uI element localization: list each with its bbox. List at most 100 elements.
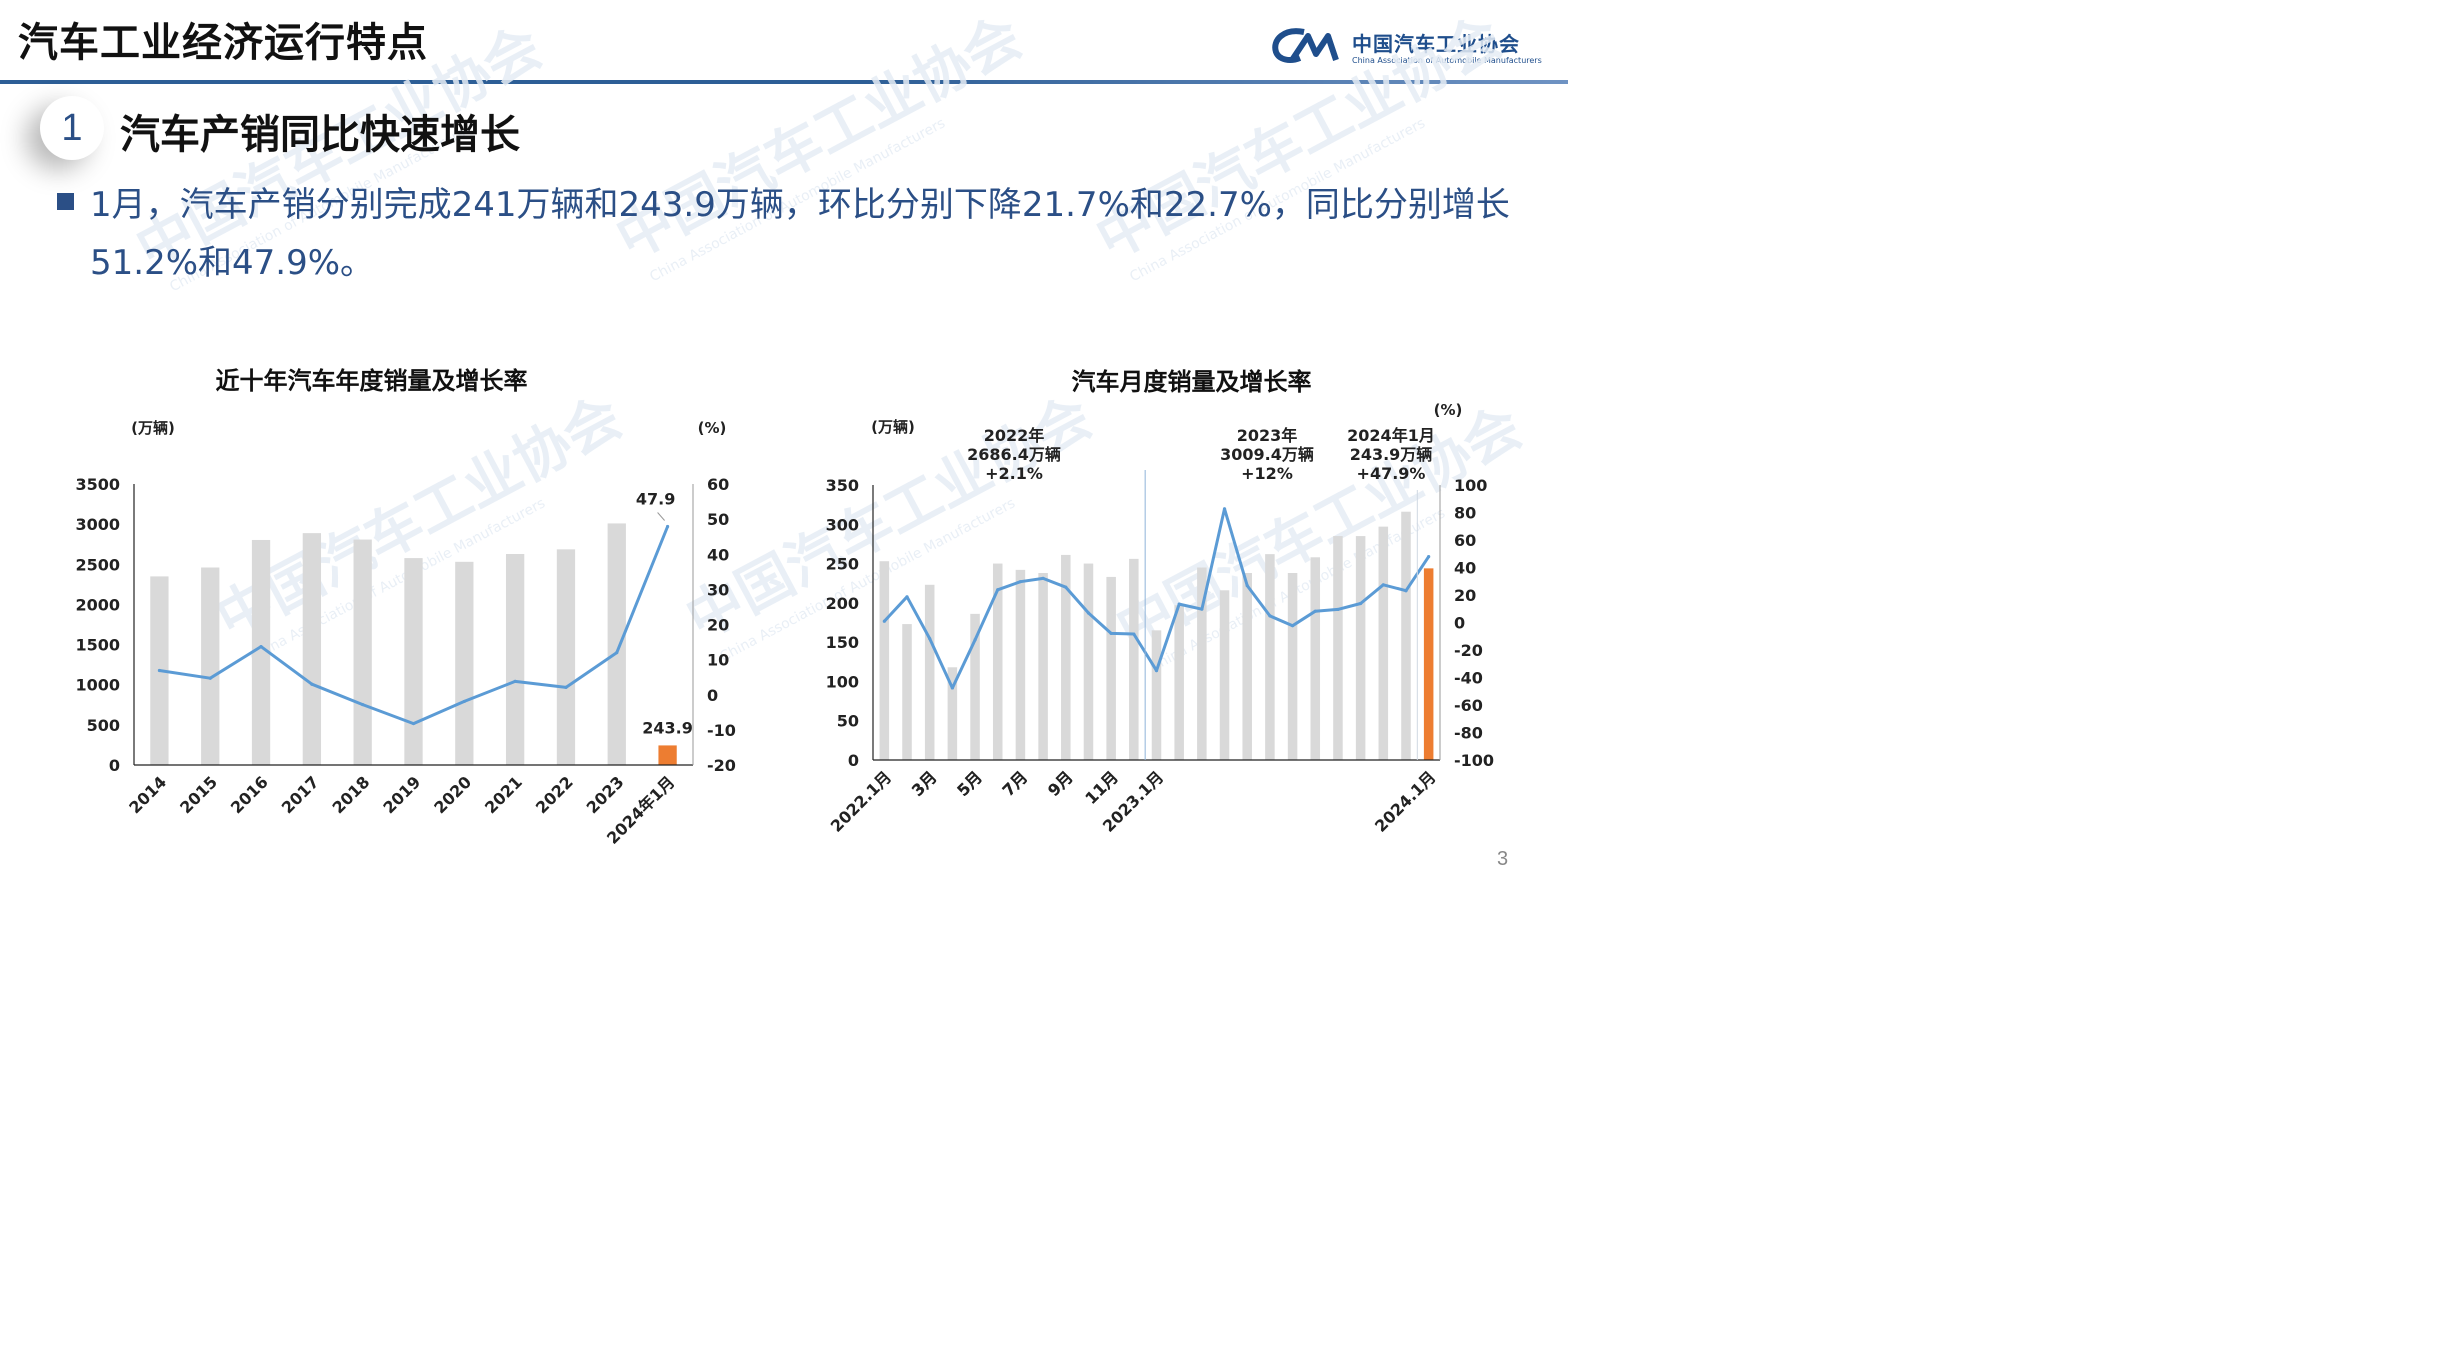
- bar: [556, 549, 576, 765]
- growth-rate-point: [996, 588, 1000, 592]
- right-axis-tick-label: -80: [1454, 724, 1483, 743]
- left-axis-tick-label: 250: [826, 555, 859, 574]
- growth-rate-point: [1404, 589, 1408, 593]
- left-axis-tick-label: 3000: [75, 515, 120, 534]
- bar: [924, 584, 935, 760]
- bar: [1265, 554, 1275, 760]
- bar: [1242, 573, 1252, 760]
- growth-rate-point: [361, 702, 365, 707]
- growth-rate-point: [665, 524, 670, 529]
- bar: [251, 539, 271, 765]
- bar: [455, 561, 474, 765]
- x-axis-tick-label: 3月: [908, 767, 941, 800]
- right-axis-tick-label: -10: [707, 721, 736, 740]
- bar: [1355, 536, 1366, 760]
- growth-rate-point: [1381, 583, 1385, 587]
- right-axis-tick-label: 60: [1454, 531, 1476, 550]
- annotation-line: +47.9%: [1357, 464, 1426, 483]
- annotation-line: 2022年: [984, 426, 1045, 445]
- bar: [1151, 630, 1162, 760]
- growth-rate-point: [1018, 580, 1023, 584]
- growth-rate-point: [928, 636, 932, 641]
- growth-rate-point: [513, 679, 517, 684]
- growth-rate-point: [411, 721, 416, 726]
- caam-logo-icon: [1272, 28, 1339, 63]
- logo-name-en: China Association of Automobile Manufact…: [1352, 56, 1542, 65]
- caam-logo: 中国汽车工业协会 China Association of Automobile…: [1270, 26, 1560, 72]
- left-axis-tick-label: 200: [826, 594, 859, 613]
- right-axis-unit: (%): [1434, 401, 1463, 419]
- right-axis-tick-label: 80: [1454, 504, 1476, 523]
- bar: [1219, 590, 1230, 760]
- bar: [302, 533, 322, 765]
- growth-rate-point: [208, 676, 212, 680]
- page-number: 3: [1497, 848, 1509, 870]
- right-axis-tick-label: 20: [707, 616, 729, 635]
- right-axis-tick-label: 40: [1454, 559, 1476, 578]
- year-total-annotation: 2024年1月 243.9万辆+47.9%: [1347, 426, 1435, 483]
- annotation-line: 2024年1月: [1347, 426, 1435, 445]
- left-axis-unit: (万辆): [131, 419, 175, 437]
- data-label-growth: 47.9: [636, 490, 675, 509]
- growth-rate-point: [310, 682, 314, 686]
- annual-sales-chart: 近十年汽车年度销量及增长率(万辆) (%)05001000150020002500…: [75, 367, 736, 848]
- growth-rate-point: [1154, 669, 1159, 673]
- x-axis-tick-label: 2024.1月: [1371, 767, 1439, 835]
- bar: [1061, 554, 1071, 760]
- left-axis-tick-label: 50: [837, 712, 859, 731]
- left-axis-tick-label: 2500: [75, 555, 120, 574]
- bullet-marker: [57, 193, 74, 210]
- left-axis-tick-label: 3500: [75, 475, 120, 494]
- growth-rate-point: [1109, 631, 1113, 635]
- right-axis-tick-label: -100: [1454, 751, 1494, 770]
- growth-rate-point: [157, 668, 162, 673]
- bar: [1287, 573, 1298, 760]
- bar: [1038, 573, 1048, 760]
- bar: [1333, 536, 1343, 760]
- growth-rate-point: [1427, 555, 1431, 559]
- bar: [1423, 568, 1434, 760]
- left-axis-tick-label: 500: [87, 716, 120, 735]
- growth-rate-point: [1290, 624, 1295, 628]
- bar: [1197, 567, 1207, 760]
- bar: [1401, 511, 1411, 760]
- section-heading: 汽车产销同比快速增长: [120, 112, 520, 158]
- bar: [353, 539, 372, 765]
- annotation-line: 2686.4万辆: [967, 445, 1061, 464]
- left-axis-tick-label: 300: [826, 515, 859, 534]
- data-label-sales: 243.9: [642, 718, 693, 737]
- growth-rate-point: [1177, 602, 1181, 606]
- bullet-text: 1月，汽车产销分别完成241万辆和243.9万辆，环比分别下降21.7%和22.…: [90, 185, 1510, 283]
- bar: [1310, 557, 1321, 760]
- growth-rate-point: [259, 645, 263, 649]
- bar: [404, 558, 423, 765]
- year-total-annotation: 2022年 2686.4万辆+2.1%: [967, 426, 1061, 483]
- bar: [1083, 563, 1094, 760]
- left-axis-tick-label: 1500: [75, 636, 120, 655]
- annotation-line: +12%: [1241, 464, 1293, 483]
- bar: [607, 523, 626, 765]
- bar: [1015, 569, 1026, 760]
- growth-rate-point: [1359, 601, 1363, 606]
- bar: [970, 613, 980, 760]
- growth-rate-point: [882, 619, 886, 623]
- bar: [902, 624, 912, 760]
- bar: [1378, 526, 1389, 760]
- x-axis-tick-label: 5月: [953, 767, 986, 800]
- right-axis-tick-label: 40: [707, 545, 729, 564]
- x-axis-tick-label: 7月: [999, 767, 1032, 800]
- right-axis-tick-label: 60: [707, 475, 729, 494]
- annotation-line: +2.1%: [985, 464, 1043, 483]
- bar: [1106, 576, 1116, 760]
- annotation-line: 243.9万辆: [1350, 445, 1433, 464]
- growth-rate-point: [1336, 607, 1340, 612]
- growth-rate-point: [1086, 611, 1091, 615]
- bar: [992, 563, 1003, 760]
- right-axis-tick-label: 20: [1454, 586, 1476, 605]
- growth-rate-point: [1268, 614, 1272, 618]
- right-axis-tick-label: -40: [1454, 669, 1483, 688]
- left-axis-tick-label: 100: [826, 672, 859, 691]
- page-title: 汽车工业经济运行特点: [18, 20, 428, 66]
- annotation-line: 2023年: [1237, 426, 1298, 445]
- title-divider: [0, 80, 1568, 84]
